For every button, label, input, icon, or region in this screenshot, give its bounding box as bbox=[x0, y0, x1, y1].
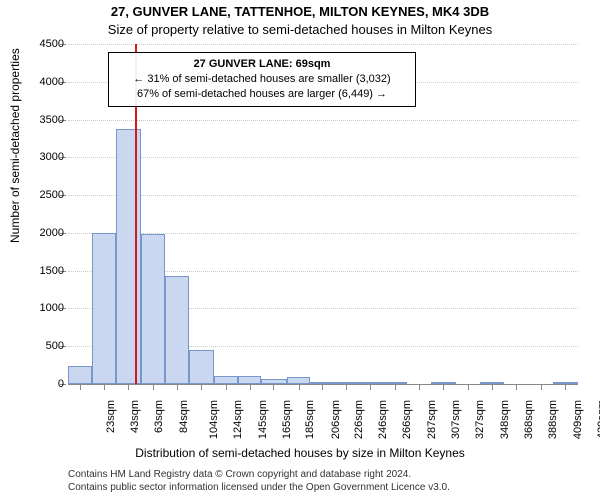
y-tick-label: 1000 bbox=[40, 302, 64, 314]
x-tick-label: 124sqm bbox=[232, 400, 244, 439]
grid-line bbox=[68, 44, 578, 45]
x-tick-label: 84sqm bbox=[178, 400, 190, 433]
grid-line bbox=[68, 195, 578, 196]
info-box: 27 GUNVER LANE: 69sqm ← 31% of semi-deta… bbox=[108, 52, 416, 107]
x-tick-label: 43sqm bbox=[129, 400, 141, 433]
x-tick-label: 266sqm bbox=[401, 400, 413, 439]
x-tick bbox=[395, 384, 396, 390]
x-tick-label: 145sqm bbox=[257, 400, 269, 439]
y-tick-label: 0 bbox=[58, 378, 64, 390]
plot-area: 27 GUNVER LANE: 69sqm ← 31% of semi-deta… bbox=[68, 44, 578, 385]
histogram-bar bbox=[116, 129, 141, 384]
x-tick bbox=[201, 384, 202, 390]
y-tick-label: 3000 bbox=[40, 151, 64, 163]
x-tick bbox=[370, 384, 371, 390]
y-tick-label: 1500 bbox=[40, 265, 64, 277]
x-tick bbox=[177, 384, 178, 390]
y-tick-label: 500 bbox=[46, 340, 64, 352]
x-tick bbox=[80, 384, 81, 390]
x-tick bbox=[250, 384, 251, 390]
x-tick-label: 63sqm bbox=[153, 400, 165, 433]
x-tick bbox=[419, 384, 420, 390]
chart-title: 27, GUNVER LANE, TATTENHOE, MILTON KEYNE… bbox=[0, 4, 600, 19]
y-tick-label: 4500 bbox=[40, 38, 64, 50]
grid-line bbox=[68, 157, 578, 158]
x-tick bbox=[104, 384, 105, 390]
x-tick bbox=[346, 384, 347, 390]
x-tick-label: 348sqm bbox=[499, 400, 511, 439]
x-tick-label: 23sqm bbox=[105, 400, 117, 433]
y-tick-label: 2500 bbox=[40, 189, 64, 201]
info-line-2: ← 31% of semi-detached houses are smalle… bbox=[117, 72, 407, 87]
x-tick-label: 226sqm bbox=[354, 400, 366, 439]
info-line-3: 67% of semi-detached houses are larger (… bbox=[117, 87, 407, 102]
x-tick-label: 429sqm bbox=[596, 400, 600, 439]
x-tick-label: 307sqm bbox=[450, 400, 462, 439]
x-tick-label: 246sqm bbox=[377, 400, 389, 439]
histogram-bar bbox=[68, 366, 92, 384]
x-tick bbox=[128, 384, 129, 390]
x-tick-label: 165sqm bbox=[281, 400, 293, 439]
y-axis-label: Number of semi-detached properties bbox=[8, 48, 22, 243]
x-tick bbox=[299, 384, 300, 390]
x-tick-label: 206sqm bbox=[330, 400, 342, 439]
footnote-line-2: Contains public sector information licen… bbox=[68, 481, 578, 494]
x-tick bbox=[468, 384, 469, 390]
grid-line bbox=[68, 120, 578, 121]
chart-container: 27, GUNVER LANE, TATTENHOE, MILTON KEYNE… bbox=[0, 0, 600, 500]
x-tick bbox=[443, 384, 444, 390]
footnote-line-1: Contains HM Land Registry data © Crown c… bbox=[68, 468, 578, 481]
x-tick-label: 327sqm bbox=[474, 400, 486, 439]
x-tick-label: 185sqm bbox=[305, 400, 317, 439]
info-line-1: 27 GUNVER LANE: 69sqm bbox=[117, 57, 407, 72]
x-axis-label: Distribution of semi-detached houses by … bbox=[0, 446, 600, 460]
histogram-bar bbox=[238, 376, 262, 384]
x-tick bbox=[516, 384, 517, 390]
x-tick-label: 368sqm bbox=[523, 400, 535, 439]
x-tick bbox=[492, 384, 493, 390]
y-tick-label: 4000 bbox=[40, 76, 64, 88]
histogram-bar bbox=[92, 233, 116, 384]
x-tick bbox=[273, 384, 274, 390]
y-tick-label: 2000 bbox=[40, 227, 64, 239]
x-tick bbox=[226, 384, 227, 390]
footnote: Contains HM Land Registry data © Crown c… bbox=[68, 468, 578, 494]
histogram-bar bbox=[141, 234, 165, 384]
y-tick-label: 3500 bbox=[40, 114, 64, 126]
chart-subtitle: Size of property relative to semi-detach… bbox=[0, 22, 600, 37]
x-tick bbox=[322, 384, 323, 390]
x-tick bbox=[565, 384, 566, 390]
x-tick bbox=[153, 384, 154, 390]
histogram-bar bbox=[287, 377, 311, 384]
histogram-bar bbox=[165, 276, 189, 384]
x-tick-label: 409sqm bbox=[572, 400, 584, 439]
x-tick-label: 287sqm bbox=[426, 400, 438, 439]
x-tick bbox=[541, 384, 542, 390]
histogram-bar bbox=[214, 376, 238, 384]
x-tick-label: 104sqm bbox=[208, 400, 220, 439]
histogram-bar bbox=[189, 350, 214, 384]
x-tick-label: 388sqm bbox=[547, 400, 559, 439]
